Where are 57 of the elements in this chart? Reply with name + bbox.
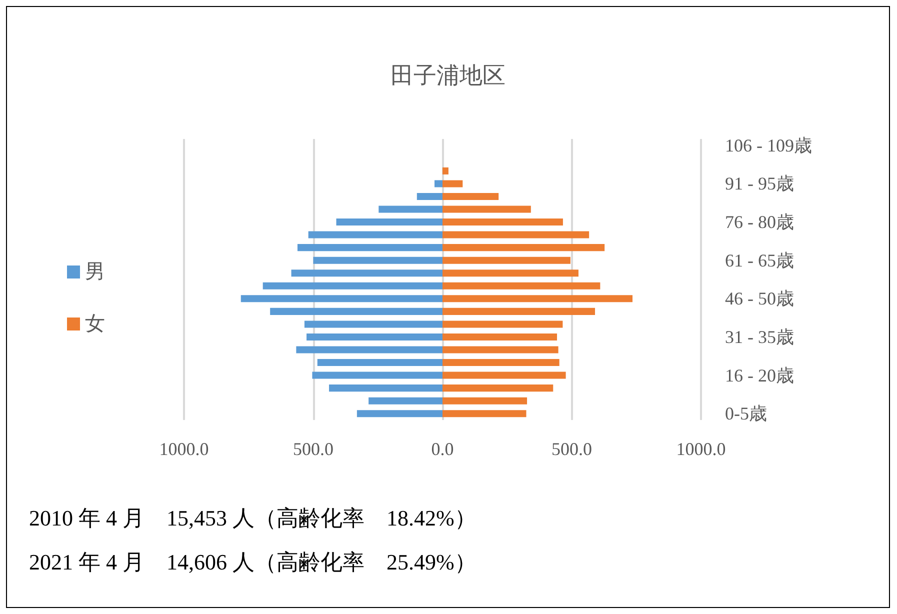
y-tick-label: 0-5歳: [725, 404, 767, 424]
x-tick-label: 500.0: [552, 439, 592, 459]
bar: [312, 372, 442, 379]
x-tick-label: 0.0: [431, 439, 454, 459]
bar: [296, 346, 442, 354]
text: 2021 年 4 月 14,606 人（高齢化率 25.49%）: [29, 550, 476, 574]
y-tick-label: 106 - 109歳: [725, 135, 812, 156]
bar: [442, 397, 528, 404]
bar: [442, 359, 560, 366]
bar: [442, 244, 605, 252]
x-tick-label: 1000.0: [676, 439, 726, 459]
text: 2010 年 4 月 15,453 人（高齢化率 18.42%）: [29, 506, 476, 530]
bar: [442, 192, 499, 200]
legend-label: 男: [85, 261, 105, 283]
bar: [317, 359, 442, 366]
bar: [442, 295, 632, 302]
y-tick-label: 16 - 20歳: [725, 365, 794, 386]
y-tick-label: 76 - 80歳: [725, 212, 794, 232]
bar: [308, 231, 442, 238]
x-tick-label: 500.0: [293, 439, 334, 459]
bar: [416, 192, 442, 200]
bar: [368, 397, 442, 404]
bar: [313, 256, 442, 264]
bar: [270, 308, 442, 315]
bar: [442, 320, 563, 328]
bar: [442, 372, 566, 379]
bar: [291, 270, 442, 277]
bar: [356, 410, 442, 418]
bar: [442, 218, 563, 226]
bar: [434, 180, 442, 188]
bar: [336, 218, 442, 226]
bar: [442, 167, 448, 174]
y-tick-label: 91 - 95歳: [725, 174, 794, 194]
bar: [240, 295, 442, 302]
bar: [442, 346, 558, 354]
bar: [442, 333, 558, 340]
bar: [442, 256, 570, 264]
bar: [442, 308, 596, 315]
bar: [442, 270, 578, 277]
bar: [304, 320, 442, 328]
bar: [442, 410, 526, 418]
y-tick-label: 31 - 35歳: [725, 326, 794, 347]
bar: [442, 231, 590, 238]
y-tick-label: 46 - 50歳: [725, 288, 794, 309]
bar: [262, 282, 442, 290]
y-tick-label: 61 - 65歳: [725, 250, 794, 270]
bar: [442, 282, 600, 290]
bar: [442, 206, 531, 213]
bar: [378, 206, 442, 213]
bar: [297, 244, 442, 252]
legend-label: 女: [85, 313, 105, 335]
x-tick-label: 1000.0: [159, 439, 209, 459]
chart-title: 田子浦地区: [390, 63, 506, 88]
bar: [442, 384, 554, 392]
bar: [329, 384, 442, 392]
bar: [442, 180, 463, 188]
bar: [306, 333, 442, 340]
